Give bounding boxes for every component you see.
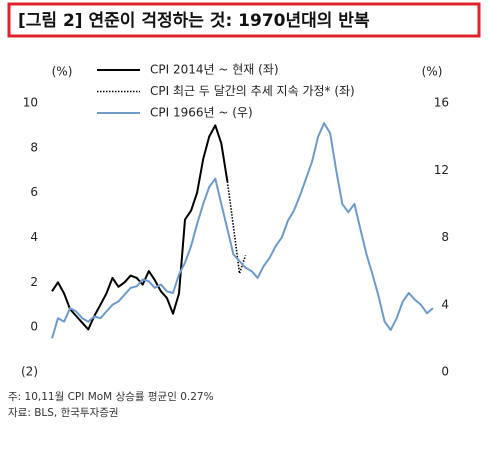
data-line (51, 124, 229, 331)
legend-label: CPI 2014년 ~ 현재 (좌) (150, 63, 279, 77)
y-axis-label: (%) (52, 65, 73, 79)
y-tick-label: 10 (23, 96, 38, 110)
note: 주: 10,11월 CPI MoM 상승률 평균인 0.27% (8, 391, 214, 403)
legend-label: CPI 최근 두 달간의 추세 지속 가정* (좌) (150, 84, 355, 98)
y-tick-label: 6 (30, 185, 38, 199)
y2-tick-label: 0 (441, 365, 449, 379)
y2-tick-label: 16 (434, 96, 449, 110)
y-tick-label: 8 (30, 140, 38, 154)
title-box (7, 2, 481, 38)
y2-tick-label: 12 (434, 163, 449, 177)
y2-axis-label: (%) (422, 65, 443, 79)
y2-tick-label: 8 (441, 230, 449, 244)
y-tick-label: 0 (30, 320, 38, 334)
chart-title: [그림 2] 연준이 걱정하는 것: 1970년대의 반복 (18, 11, 370, 31)
data-line (226, 181, 247, 275)
source: 자료: BLS, 한국투자증권 (8, 407, 119, 419)
y2-tick-label: 4 (441, 297, 449, 311)
y-tick-label: (2) (21, 365, 38, 379)
y-tick-label: 4 (30, 230, 38, 244)
data-line (51, 122, 434, 339)
y-tick-label: 2 (30, 275, 38, 289)
legend-label: CPI 1966년 ~ (우) (150, 106, 253, 120)
